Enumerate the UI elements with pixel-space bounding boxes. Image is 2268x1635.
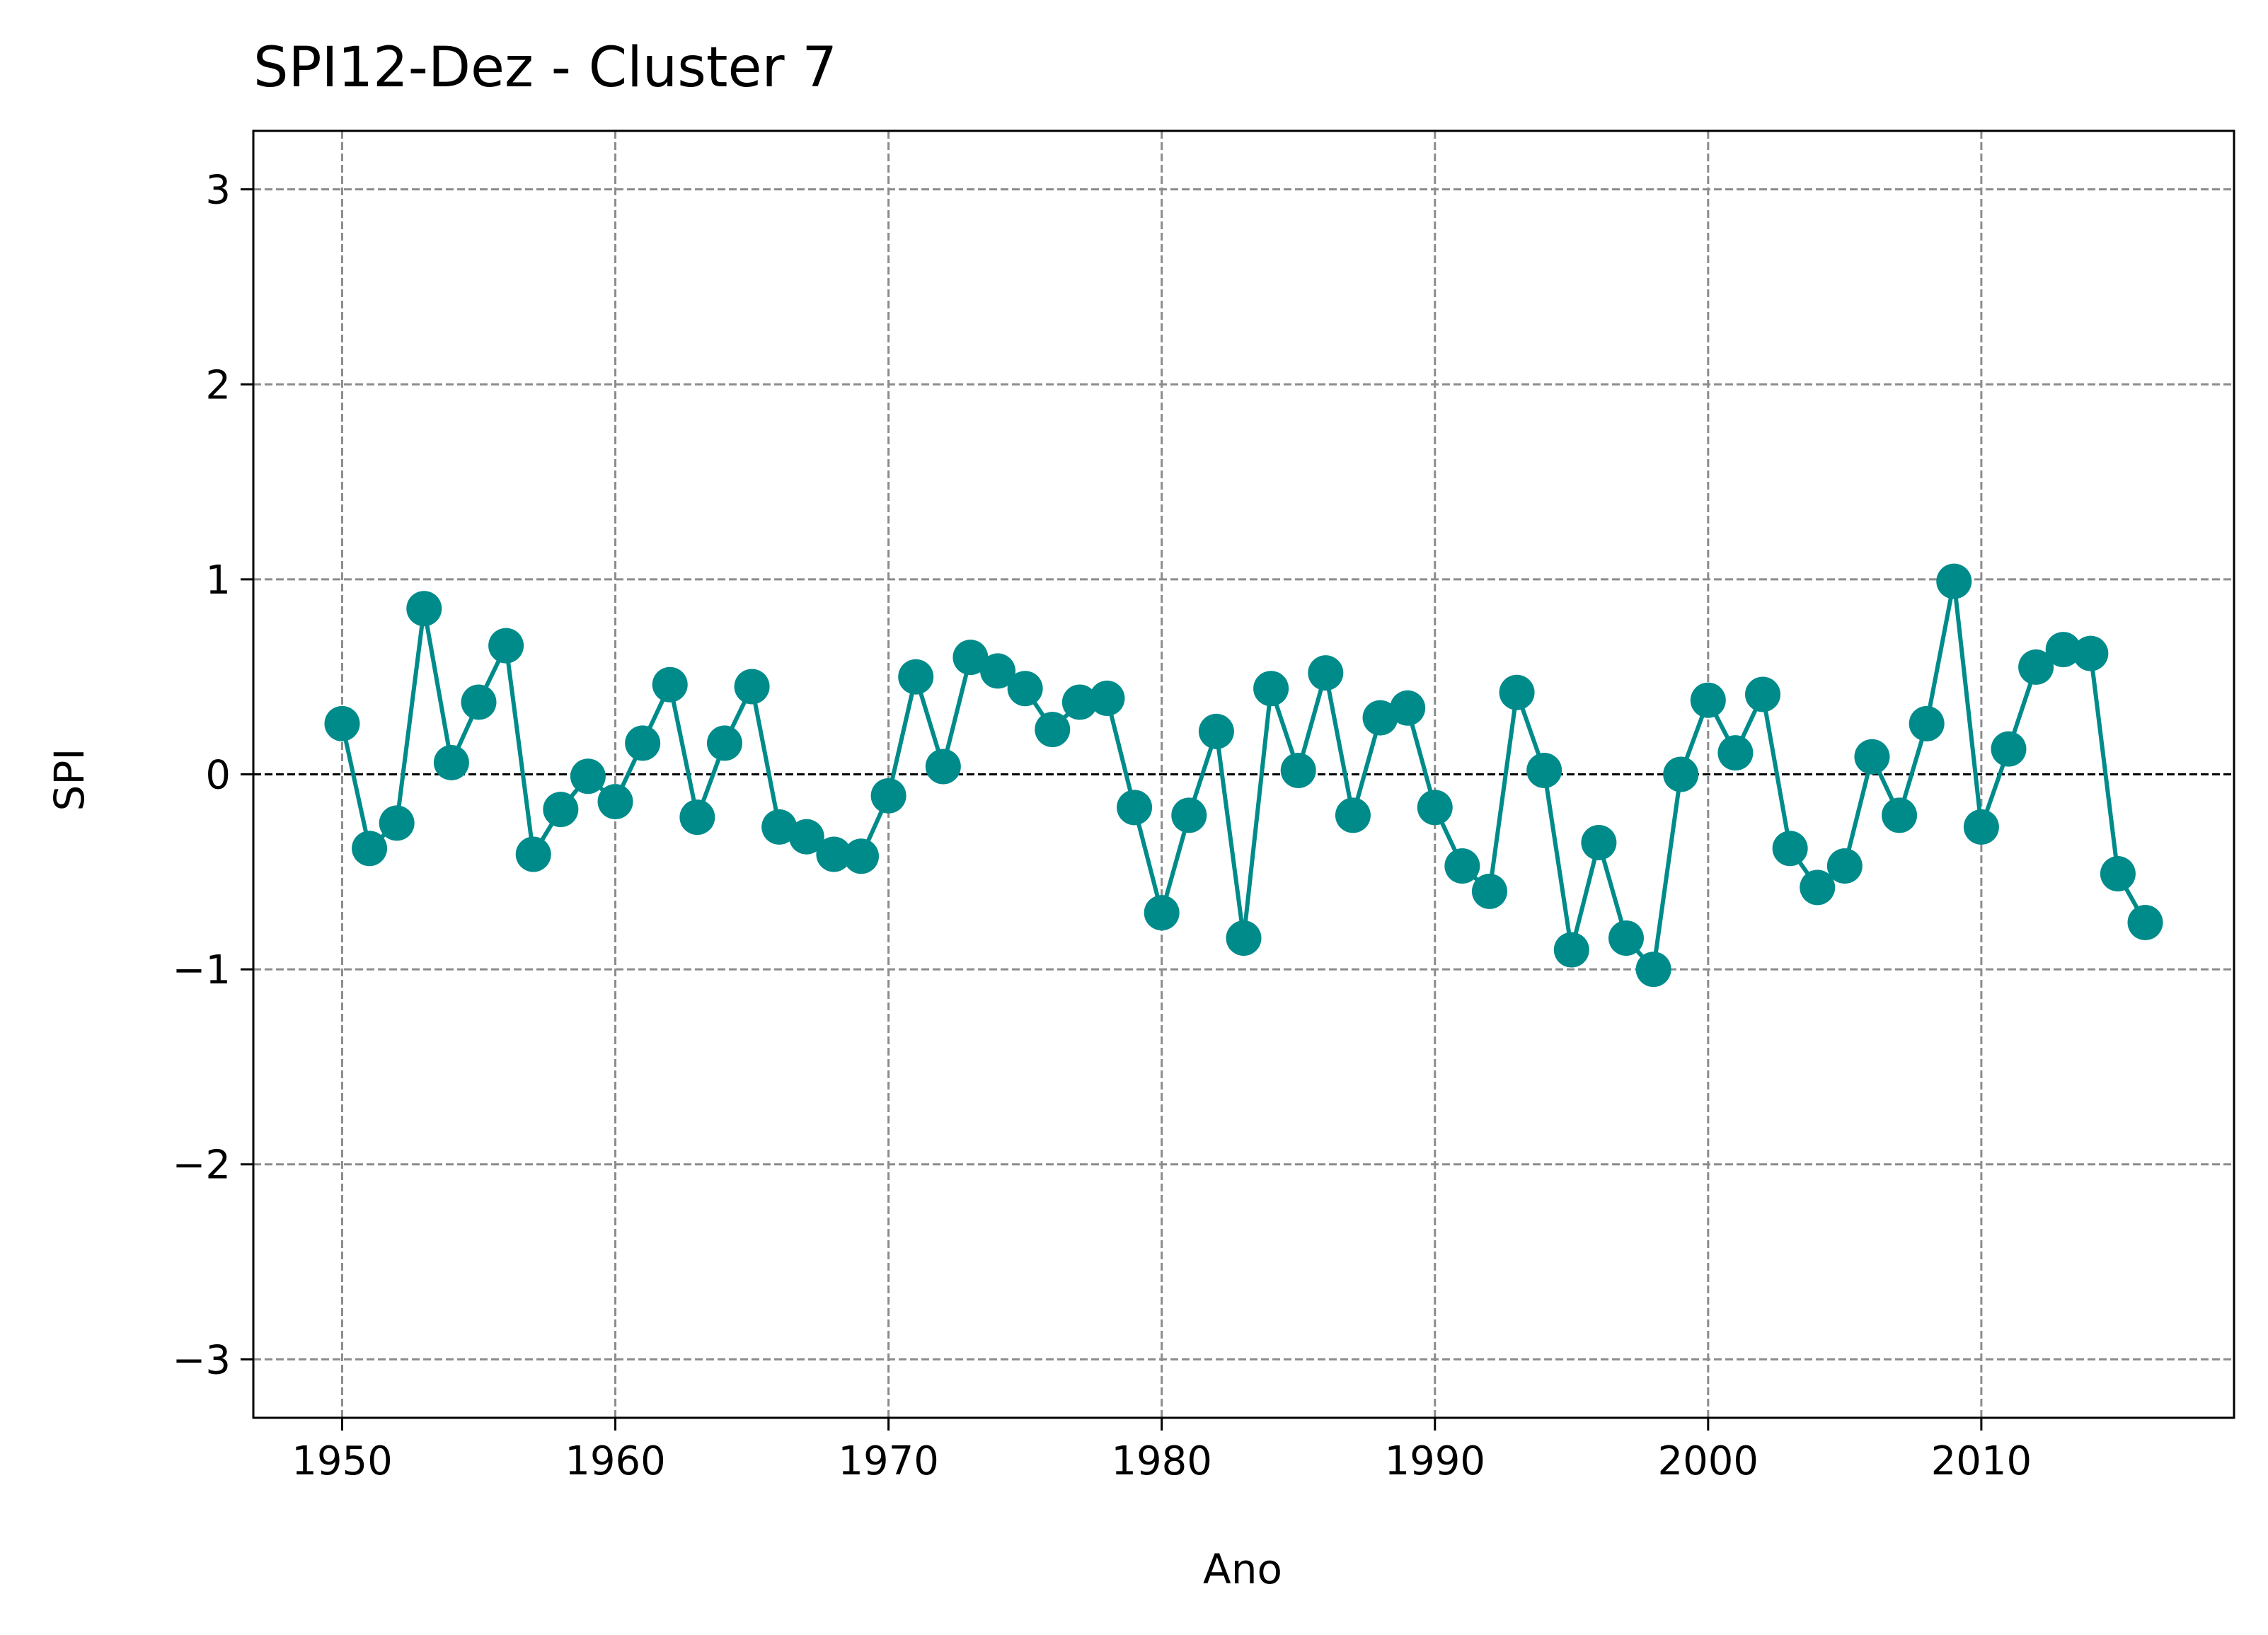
data-point: [1061, 684, 1098, 720]
y-axis-label: SPI: [45, 749, 93, 811]
y-tick-label: 2: [205, 362, 231, 408]
data-point: [461, 684, 497, 720]
data-point: [1690, 682, 1726, 718]
data-point: [1171, 797, 1207, 833]
y-tick-label: −2: [172, 1143, 231, 1189]
data-point: [980, 653, 1016, 689]
data-point: [324, 705, 360, 741]
x-tick-label: 2010: [1931, 1438, 2032, 1484]
data-point: [925, 749, 961, 785]
data-point: [1335, 797, 1371, 833]
data-point: [1417, 790, 1453, 826]
x-tick-label: 2000: [1658, 1438, 1759, 1484]
x-tick-label: 1960: [565, 1438, 666, 1484]
data-point: [2045, 632, 2081, 668]
data-point: [1444, 848, 1480, 884]
data-point: [734, 669, 770, 705]
data-point: [1826, 848, 1863, 884]
data-point: [597, 784, 633, 820]
data-point: [1226, 920, 1262, 957]
data-point: [2073, 635, 2109, 671]
data-point: [1936, 563, 1972, 599]
data-point: [1471, 873, 1507, 909]
data-point: [1882, 797, 1918, 833]
data-point: [1308, 655, 1344, 691]
data-point: [1089, 681, 1125, 717]
data-point: [1854, 739, 1890, 775]
data-point: [1717, 735, 1754, 771]
data-point: [1526, 752, 1562, 788]
data-point: [1991, 731, 2027, 767]
spi-data-points: [324, 563, 2163, 988]
x-tick-label: 1990: [1384, 1438, 1485, 1484]
data-point: [515, 836, 551, 872]
data-point: [433, 744, 469, 780]
data-point: [2018, 649, 2054, 685]
x-tick-label: 1980: [1111, 1438, 1212, 1484]
data-point: [543, 792, 579, 828]
data-point: [1581, 824, 1617, 860]
data-point: [1635, 952, 1671, 988]
data-point: [1663, 756, 1699, 792]
data-point: [1390, 690, 1426, 726]
data-point: [898, 659, 934, 695]
data-point: [844, 838, 880, 874]
y-tick-label: −3: [172, 1337, 231, 1383]
data-point: [2127, 904, 2163, 940]
data-point: [952, 640, 989, 676]
data-point: [1035, 712, 1071, 748]
data-point: [488, 628, 524, 664]
data-point: [679, 799, 715, 836]
data-point: [379, 805, 415, 841]
data-point: [1280, 752, 1316, 788]
data-point: [1117, 790, 1153, 826]
y-axis-ticks: 3 2 1 0 −1 −2 −3: [172, 168, 253, 1383]
data-point: [1608, 920, 1644, 957]
data-point: [761, 809, 798, 845]
chart-title: SPI12-Dez - Cluster 7: [253, 36, 837, 100]
data-point: [1499, 674, 1535, 710]
y-tick-label: −1: [172, 947, 231, 993]
x-tick-label: 1970: [838, 1438, 939, 1484]
x-axis-ticks: 1950 1960 1970 1980 1990 2000 2010: [292, 1418, 2032, 1484]
data-point: [1745, 676, 1781, 712]
data-point: [706, 725, 742, 761]
data-point: [788, 819, 824, 855]
data-point: [1553, 932, 1589, 968]
data-point: [1800, 870, 1836, 906]
data-point: [570, 758, 606, 795]
data-point: [1007, 671, 1043, 707]
y-tick-label: 3: [205, 168, 231, 214]
data-point: [406, 591, 442, 627]
x-tick-label: 1950: [292, 1438, 393, 1484]
x-axis-label: Ano: [1203, 1545, 1282, 1593]
data-point: [870, 778, 906, 814]
data-point: [352, 831, 388, 867]
data-point: [1963, 809, 1999, 845]
y-tick-label: 1: [205, 557, 231, 603]
data-point: [1772, 831, 1808, 867]
data-point: [816, 836, 852, 872]
data-point: [2100, 856, 2136, 892]
data-point: [1909, 705, 1945, 741]
data-point: [1253, 671, 1289, 707]
data-point: [1198, 713, 1234, 749]
data-point: [1362, 700, 1398, 736]
data-point: [652, 666, 688, 703]
data-point: [1144, 895, 1180, 931]
data-point: [625, 725, 661, 761]
y-tick-label: 0: [205, 753, 231, 799]
